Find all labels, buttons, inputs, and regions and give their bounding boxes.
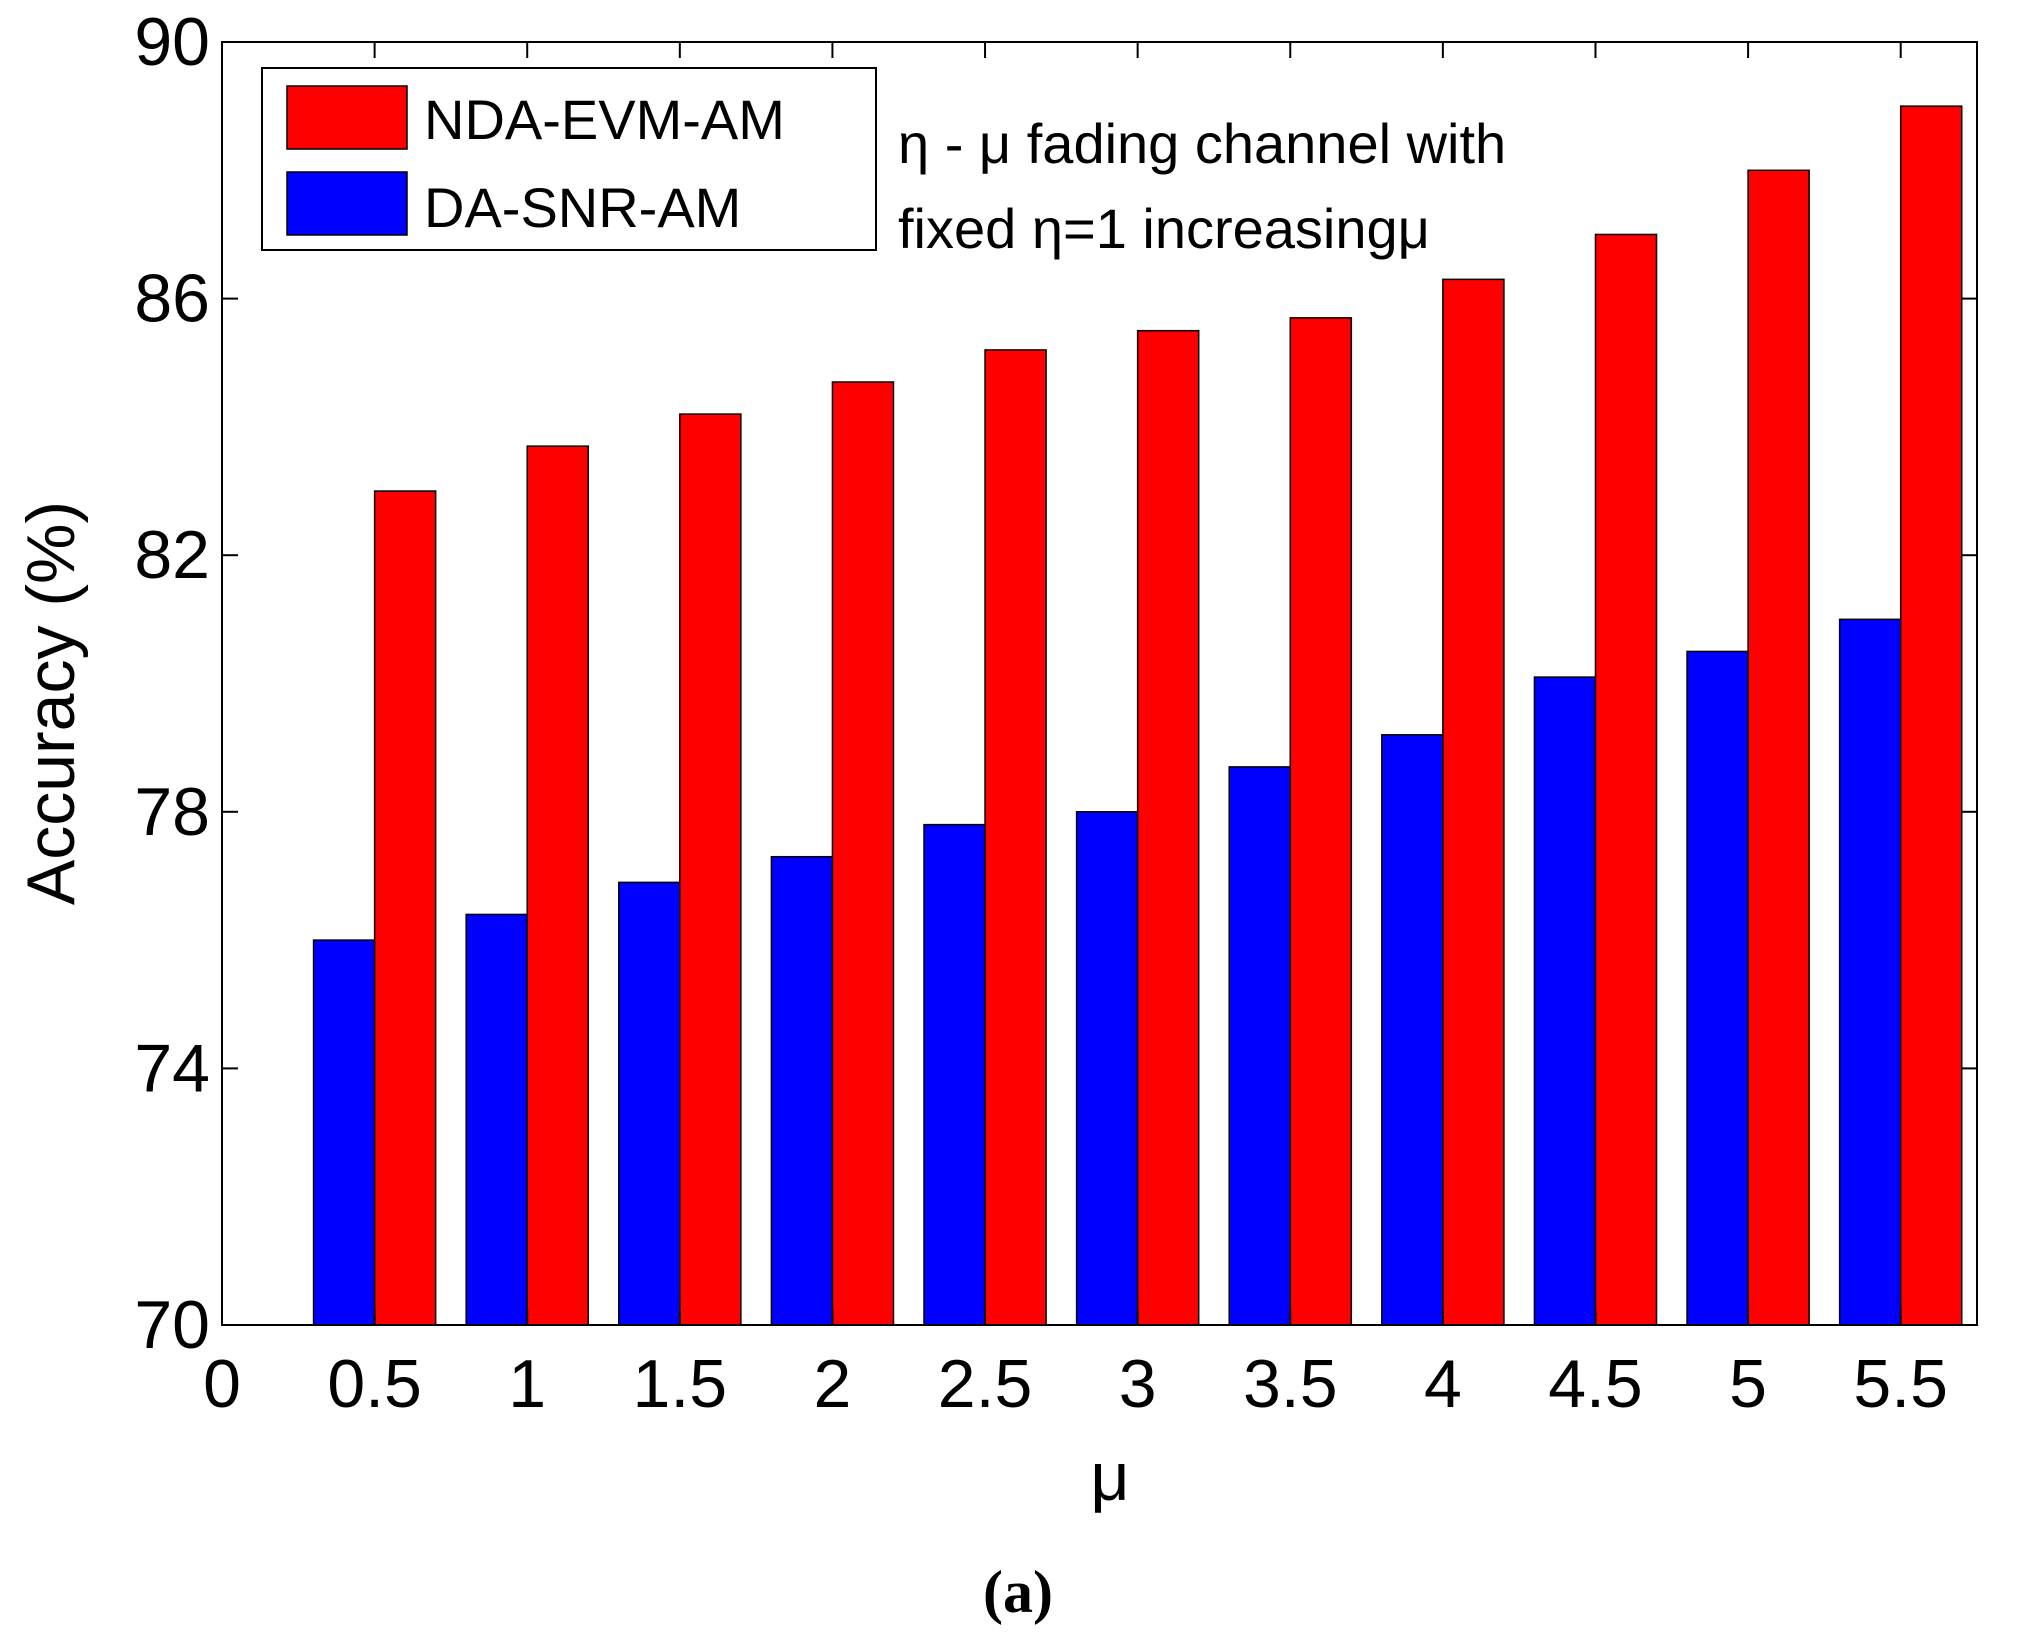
bar-nda-evm-am-5-5: [1899, 105, 1963, 1326]
x-axis-label: μ: [1090, 1439, 1129, 1515]
y-tick-label-90: 90: [134, 4, 210, 80]
annotation-line-2: fixed η=1 increasingμ: [898, 197, 1430, 260]
bar-nda-evm-am-4-5: [1594, 233, 1658, 1326]
bar-da-snr-am-5-5: [1838, 618, 1902, 1326]
y-tick-label-78: 78: [134, 774, 210, 850]
x-tick-label-3: 3: [1119, 1346, 1157, 1422]
bars-group: [312, 105, 1963, 1326]
x-tick-label-2-5: 2.5: [938, 1346, 1033, 1422]
legend: NDA-EVM-AM DA-SNR-AM: [261, 67, 877, 251]
bar-da-snr-am-4-5: [1533, 676, 1597, 1326]
plot-frame: [221, 41, 1978, 1326]
bar-da-snr-am-2: [770, 855, 834, 1326]
bar-da-snr-am-2-5: [923, 823, 986, 1326]
ticks-group: [221, 41, 1977, 1326]
x-tick-label-4: 4: [1424, 1346, 1462, 1422]
bar-nda-evm-am-1-5: [679, 413, 742, 1326]
x-tick-label-2: 2: [814, 1346, 852, 1422]
bar-nda-evm-am-3-5: [1289, 317, 1353, 1326]
tick-labels-group: 70 74 78 82 86 90 0 0.5 1 1.5 2 2.5 3 3.5 4 4.5 5 5.5: [134, 4, 1948, 1422]
x-tick-label-0-5: 0.5: [327, 1346, 422, 1422]
x-tick-label-5: 5: [1729, 1346, 1767, 1422]
y-tick-label-82: 82: [134, 517, 210, 593]
legend-swatch-nda-evm-am: [286, 85, 408, 150]
y-tick-label-74: 74: [134, 1030, 210, 1106]
x-tick-label-5-5: 5.5: [1853, 1346, 1948, 1422]
bar-da-snr-am-1: [465, 913, 528, 1326]
y-tick-label-70: 70: [134, 1287, 210, 1363]
figure-caption: (a): [983, 1559, 1053, 1625]
legend-label-da-snr-am: DA-SNR-AM: [424, 176, 741, 239]
bar-nda-evm-am-3: [1136, 329, 1200, 1326]
annotation-line-1: η - μ fading channel with: [898, 112, 1506, 175]
bar-nda-evm-am-2: [831, 381, 895, 1326]
legend-label-nda-evm-am: NDA-EVM-AM: [424, 88, 785, 151]
bar-da-snr-am-0-5: [312, 939, 376, 1326]
bar-da-snr-am-1-5: [618, 881, 681, 1326]
bar-da-snr-am-3-5: [1228, 766, 1292, 1326]
bar-nda-evm-am-2-5: [984, 349, 1047, 1326]
y-tick-label-86: 86: [134, 261, 210, 337]
bar-nda-evm-am-1: [526, 445, 590, 1326]
x-tick-label-0: 0: [203, 1346, 241, 1422]
bar-da-snr-am-5: [1686, 650, 1749, 1326]
x-tick-label-1-5: 1.5: [633, 1346, 728, 1422]
x-tick-label-4-5: 4.5: [1548, 1346, 1643, 1422]
bar-da-snr-am-4: [1381, 734, 1444, 1326]
bar-nda-evm-am-4: [1442, 278, 1505, 1326]
bar-nda-evm-am-5: [1747, 169, 1810, 1326]
bar-da-snr-am-3: [1075, 811, 1139, 1326]
x-tick-label-1: 1: [508, 1346, 546, 1422]
legend-swatch-da-snr-am: [286, 171, 408, 236]
bar-nda-evm-am-0-5: [373, 490, 437, 1326]
y-axis-label: Accuracy (%): [13, 501, 89, 905]
x-tick-label-3-5: 3.5: [1243, 1346, 1338, 1422]
